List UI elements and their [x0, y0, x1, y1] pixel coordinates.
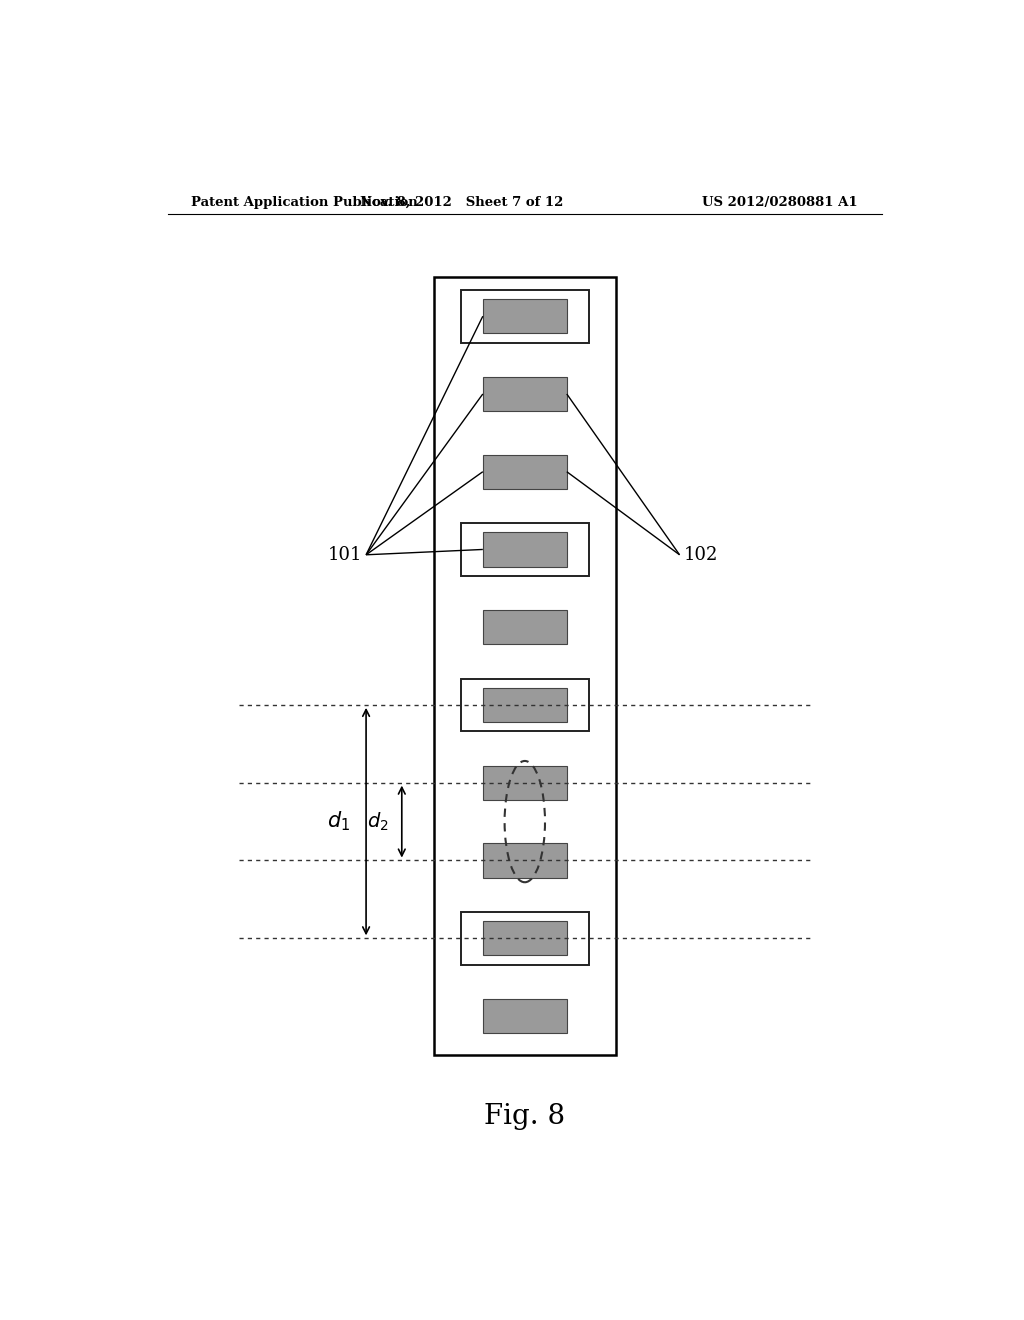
Bar [483, 376, 566, 411]
Text: US 2012/0280881 A1: US 2012/0280881 A1 [702, 195, 858, 209]
Bar [483, 999, 566, 1034]
Bar [461, 290, 589, 343]
Bar [483, 843, 566, 878]
Bar [483, 921, 566, 956]
Bar [483, 454, 566, 488]
Bar [483, 300, 566, 334]
Bar [483, 688, 566, 722]
Text: Nov. 8, 2012   Sheet 7 of 12: Nov. 8, 2012 Sheet 7 of 12 [359, 195, 563, 209]
Text: 101: 101 [328, 545, 362, 564]
Bar [433, 277, 616, 1055]
Text: 102: 102 [684, 545, 718, 564]
Text: Patent Application Publication: Patent Application Publication [191, 195, 418, 209]
Text: Fig. 8: Fig. 8 [484, 1104, 565, 1130]
Text: $d_2$: $d_2$ [368, 810, 389, 833]
Bar [461, 678, 589, 731]
Bar [483, 766, 566, 800]
Text: $d_1$: $d_1$ [327, 809, 350, 833]
Bar [461, 912, 589, 965]
Bar [483, 532, 566, 566]
Bar [483, 610, 566, 644]
Bar [461, 523, 589, 576]
